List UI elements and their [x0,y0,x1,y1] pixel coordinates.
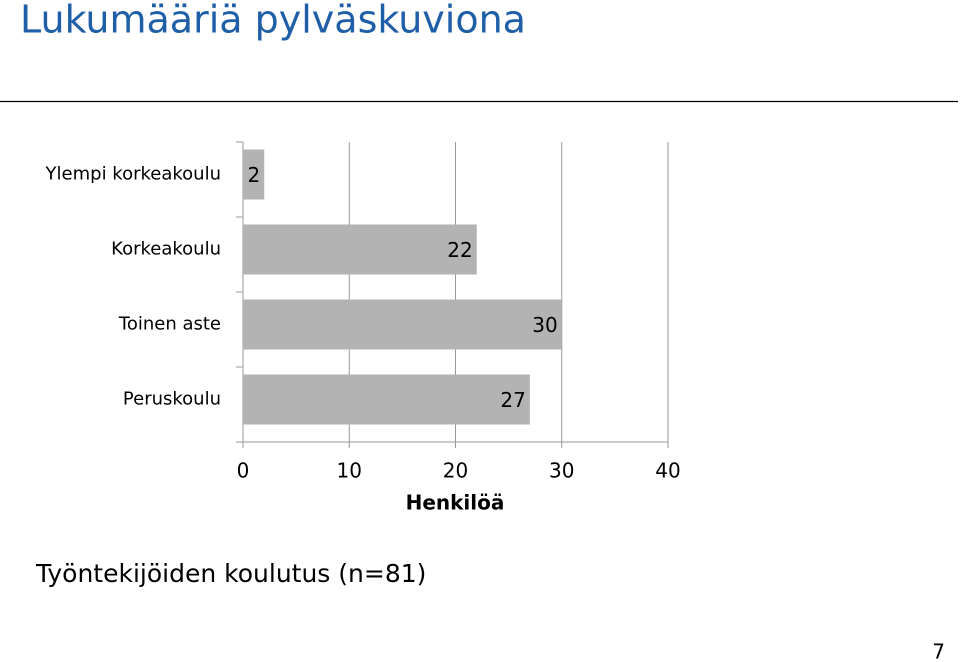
y-tick-label: Ylempi korkeakoulu [45,164,221,185]
chart-title: Työntekijöiden koulutus (n=81) [35,559,426,588]
x-tick-label: 0 [237,459,250,483]
bar [243,299,562,350]
value-label: 27 [500,388,525,412]
bar [243,224,477,275]
y-tick-label: Toinen aste [118,314,221,335]
x-axis-title: Henkilöä [406,491,505,515]
value-label: 30 [532,313,557,337]
bar [243,374,530,425]
y-tick-label: Peruskoulu [123,389,221,410]
x-tick-label: 10 [337,459,362,483]
value-label: 22 [447,238,472,262]
y-tick-label: Korkeakoulu [111,239,221,260]
x-tick-label: 20 [443,459,468,483]
page-number: 7 [932,640,945,662]
slide-title: Lukumääriä pylväskuviona [20,0,526,42]
value-label: 2 [248,163,261,187]
x-tick-label: 40 [655,459,680,483]
bar [243,149,265,200]
x-tick-label: 30 [549,459,574,483]
